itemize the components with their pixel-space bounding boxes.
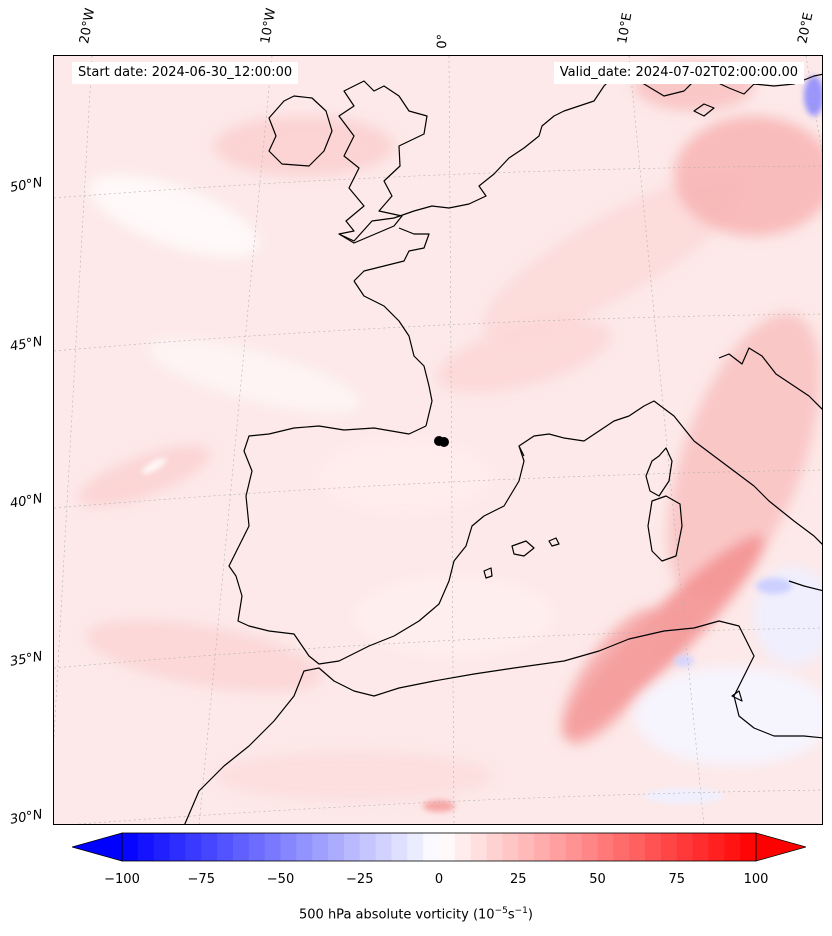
colorbar-cell (518, 833, 535, 861)
lat-label-45n: 45°N (8, 334, 44, 355)
location-marker (434, 436, 449, 447)
colorbar-cell (232, 833, 250, 861)
colorbar-max-arrow (755, 832, 806, 862)
colorbar-cell (581, 833, 598, 861)
lon-label-20e: 20°E (795, 11, 817, 46)
lon-label-20w: 20°W (77, 7, 99, 46)
colorbar-cell (169, 833, 186, 861)
coastline-menorca (548, 537, 560, 547)
colorbar-label: 500 hPa absolute vorticity (10−5s−1) (299, 906, 533, 923)
colorbar-cell (423, 833, 440, 861)
colorbar-cell (708, 833, 725, 861)
vorticity-streaks (141, 76, 822, 812)
colorbar-cell (343, 833, 361, 861)
lat-label-30n: 30°N (8, 807, 44, 828)
colorbar-cell (486, 833, 503, 861)
colorbar-cell (629, 833, 646, 861)
colorbar-cell (280, 833, 297, 861)
coastline-sicily (788, 580, 822, 592)
colorbar-cell (439, 833, 456, 861)
colorbar-cell (248, 833, 266, 861)
coastline-tunisia-island (731, 690, 743, 702)
colorbar-cell (312, 833, 329, 861)
coastline-italy (628, 400, 822, 545)
colorbar-tick-label: 25 (509, 872, 527, 887)
lat-label-40n: 40°N (8, 491, 44, 512)
vorticity-field (54, 56, 822, 824)
colorbar-cell (660, 833, 678, 861)
colorbar-tick-label: 0 (434, 872, 444, 887)
colorbar-cell (201, 833, 218, 861)
coastline-adriatic (718, 347, 822, 410)
coastline-brittany (353, 227, 430, 282)
colorbar-cell (740, 833, 757, 861)
colorbar-tick-label: 75 (668, 872, 686, 887)
colorbar-cell (391, 833, 408, 861)
coastline-denmark (613, 70, 822, 97)
coastline-great-britain (338, 80, 428, 244)
colorbar-cells (122, 833, 757, 861)
colorbar-cell (359, 833, 377, 861)
colorbar-tick-label: −100 (104, 872, 140, 887)
colorbar-cell (692, 833, 709, 861)
lon-label-10w: 10°W (258, 7, 280, 46)
coastline-france-north (338, 65, 620, 242)
vorticity-patches (77, 61, 822, 801)
colorbar-cell (613, 833, 630, 861)
colorbar-cell (645, 833, 662, 861)
colorbar-tick-label: −50 (266, 872, 295, 887)
lon-label-0: 0° (435, 33, 451, 49)
colorbar-cell (549, 833, 567, 861)
coastline-ireland (268, 95, 333, 167)
lat-label-35n: 35°N (8, 649, 44, 670)
coastline-mallorca (511, 540, 535, 557)
colorbar-min-arrow (72, 832, 123, 862)
start-date-label: Start date: 2024-06-30_12:00:00 (72, 62, 299, 84)
colorbar-cell (597, 833, 614, 861)
coastlines (184, 65, 822, 824)
colorbar-cell (185, 833, 202, 861)
coastline-france-atlantic (353, 280, 433, 427)
colorbar-outline (121, 832, 757, 862)
colorbar-cell (296, 833, 313, 861)
colorbar-cell (676, 833, 694, 861)
valid-date-label: Valid_date: 2024-07-02T02:00:00.00 (553, 62, 804, 84)
colorbar-cell (534, 833, 551, 861)
coastline-ibiza (483, 567, 493, 579)
graticule (54, 56, 822, 824)
colorbar-tick-label: 50 (589, 872, 606, 887)
colorbar-cell (122, 833, 139, 861)
colorbar-cell (137, 833, 155, 861)
colorbar-cell (407, 833, 424, 861)
colorbar-cell (264, 833, 281, 861)
colorbar-cell (328, 833, 345, 861)
lat-label-50n: 50°N (8, 175, 44, 196)
lon-label-10e: 10°E (615, 11, 636, 45)
colorbar-tick-label: 100 (743, 872, 769, 887)
colorbar (72, 832, 806, 862)
colorbar-cell (565, 833, 583, 861)
coastline-north-africa (184, 620, 822, 824)
colorbar-cell (217, 833, 234, 861)
colorbar-tick-label: −25 (346, 872, 374, 887)
coastline-riviera (518, 445, 525, 457)
colorbar-cell (454, 833, 472, 861)
colorbar-cell (375, 833, 392, 861)
colorbar-cell (470, 833, 488, 861)
coastline-corsica (645, 447, 673, 497)
map-panel[interactable] (53, 55, 823, 825)
colorbar-tick-label: −75 (187, 872, 215, 887)
colorbar-cell (502, 833, 519, 861)
colorbar-cell (153, 833, 171, 861)
colorbar-cell (724, 833, 741, 861)
coastline-sardinia (647, 495, 683, 562)
coastline-baltic-fragment (693, 103, 715, 117)
